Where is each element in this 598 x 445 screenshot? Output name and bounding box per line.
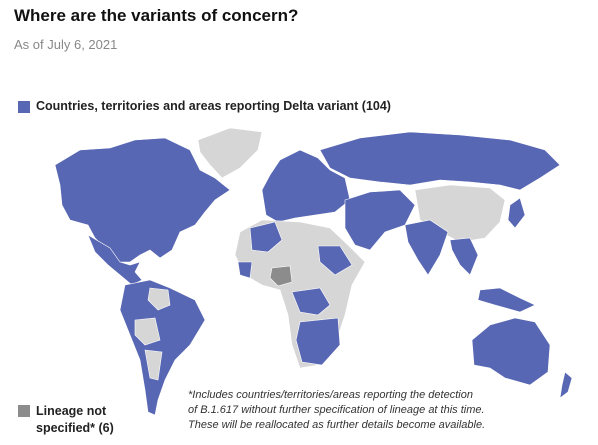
se-asia	[449, 197, 536, 313]
australia	[471, 317, 551, 386]
title: Where are the variants of concern?	[14, 6, 299, 25]
footnote-line: These will be reallocated as further det…	[188, 419, 486, 431]
south-america	[119, 279, 206, 416]
legend-label: Countries, territories and areas reporti…	[36, 99, 391, 113]
legend-label: Lineage not specified* (6)	[36, 404, 114, 435]
footnote-line: of B.1.617 without further specification…	[188, 404, 485, 416]
central-america	[87, 234, 143, 286]
north-america	[54, 137, 231, 263]
footnote-line: *Includes countries/territories/areas re…	[188, 389, 473, 401]
legend-swatch	[18, 405, 30, 417]
new-zealand	[559, 371, 573, 399]
greenland	[197, 127, 263, 179]
middle-east	[344, 189, 416, 251]
south-america-gray	[134, 287, 171, 381]
russia	[319, 131, 561, 191]
footnote: *Includes countries/territories/areas re…	[188, 388, 485, 433]
africa-blue	[237, 221, 353, 366]
india	[404, 219, 449, 276]
subtitle: As of July 6, 2021	[14, 37, 118, 52]
nigeria	[269, 265, 293, 287]
land	[54, 127, 573, 416]
legend-swatch	[18, 101, 30, 113]
